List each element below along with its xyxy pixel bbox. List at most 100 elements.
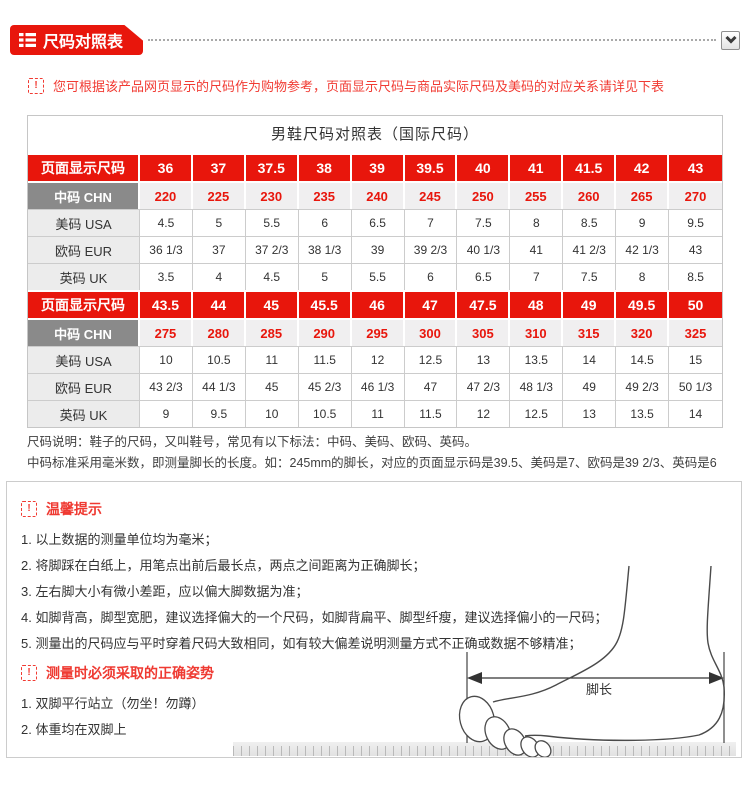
size-cell: 4.5: [245, 263, 299, 290]
size-cell: 37 2/3: [245, 236, 299, 263]
size-table-row: 中码 CHN 275 280 285 290 295 300 305 310 315 320 325: [28, 318, 722, 346]
tips-title-row: ! 温馨提示: [21, 499, 661, 519]
size-cell: 290: [298, 318, 352, 346]
size-cell: 13: [563, 400, 617, 427]
size-cell: 41: [510, 153, 564, 181]
size-cell: 36 1/3: [140, 236, 193, 263]
size-cell: 6.5: [457, 263, 511, 290]
size-cell: 43: [669, 236, 722, 263]
size-cell: 7.5: [563, 263, 617, 290]
size-cell: 15: [669, 346, 722, 373]
size-cell: 11: [245, 346, 299, 373]
size-cell: 43 2/3: [140, 373, 193, 400]
size-row-label: 英码 UK: [28, 263, 140, 290]
size-cell: 3.5: [140, 263, 193, 290]
size-cell: 220: [140, 181, 193, 209]
size-cell: 5: [192, 209, 246, 236]
size-cell: 6: [298, 209, 352, 236]
size-cell: 305: [457, 318, 511, 346]
size-cell: 40 1/3: [457, 236, 511, 263]
size-table-row: 页面显示尺码 43.5 44 45 45.5 46 47 47.5 48 49 49.5 50: [28, 290, 722, 318]
size-cell: 12: [351, 346, 405, 373]
size-cell: 42 1/3: [616, 236, 670, 263]
size-cell: 37.5: [245, 153, 299, 181]
size-cell: 43.5: [140, 290, 193, 318]
collapse-button[interactable]: [721, 30, 740, 50]
size-cell: 10: [245, 400, 299, 427]
tip-item: 3. 左右脚大小有微小差距，应以偏大脚数据为准；: [21, 584, 309, 599]
size-cell: 5: [298, 263, 352, 290]
size-cell: 41 2/3: [563, 236, 617, 263]
size-cell: 39: [351, 153, 405, 181]
size-cell: 14.5: [616, 346, 670, 373]
size-cell: 50 1/3: [669, 373, 722, 400]
size-cell: 8.5: [669, 263, 722, 290]
size-cell: 255: [510, 181, 564, 209]
size-cell: 275: [140, 318, 193, 346]
foot-length-label: 脚长: [586, 682, 612, 697]
size-cell: 11: [351, 400, 405, 427]
chevron-down-icon: [724, 36, 737, 44]
size-table-row: 英码 UK 3.5 4 4.5 5 5.5 6 6.5 7 7.5 8 8.5: [28, 263, 722, 290]
size-cell: 49: [563, 373, 617, 400]
tip-item: 1. 以上数据的测量单位均为毫米；: [21, 532, 218, 547]
size-cell: 7.5: [457, 209, 511, 236]
size-cell: 45 2/3: [298, 373, 352, 400]
size-cell: 9.5: [669, 209, 722, 236]
size-cell: 14: [563, 346, 617, 373]
size-cell: 48 1/3: [510, 373, 564, 400]
size-table-row: 中码 CHN 220 225 230 235 240 245 250 255 260 265 270: [28, 181, 722, 209]
size-cell: 285: [245, 318, 299, 346]
size-row-label: 欧码 EUR: [28, 236, 140, 263]
section-title: 尺码对照表: [43, 34, 124, 51]
size-cell: 45.5: [298, 290, 352, 318]
size-row-label: 页面显示尺码: [28, 290, 140, 318]
size-cell: 41.5: [563, 153, 617, 181]
size-cell: 37: [192, 153, 246, 181]
ruler-graphic: [233, 742, 736, 756]
size-cell: 295: [351, 318, 405, 346]
size-cell: 270: [669, 181, 722, 209]
size-table-row: 美码 USA 4.5 5 5.5 6 6.5 7 7.5 8 8.5 9 9.5: [28, 209, 722, 236]
size-cell: 37: [192, 236, 246, 263]
size-cell: 49: [563, 290, 617, 318]
size-cell: 11.5: [404, 400, 458, 427]
size-cell: 230: [245, 181, 299, 209]
posture-title-row: ! 测量时必须采取的正确姿势: [21, 663, 461, 683]
size-cell: 47: [404, 290, 458, 318]
size-cell: 240: [351, 181, 405, 209]
size-table-box: 男鞋尺码对照表（国际尺码） 页面显示尺码 36 37 37.5 38 39 39.5 40 41…: [27, 115, 723, 428]
tips-section: ! 温馨提示 1. 以上数据的测量单位均为毫米； 2. 将脚踩在白纸上，用笔点出…: [21, 499, 661, 657]
section-header: 尺码对照表: [10, 25, 740, 55]
alert-icon: !: [21, 501, 37, 517]
size-row-label: 美码 USA: [28, 209, 140, 236]
size-row-label: 美码 USA: [28, 346, 140, 373]
size-table-row: 美码 USA 10 10.5 11 11.5 12 12.5 13 13.5 14 14.5 15: [28, 346, 722, 373]
size-cell: 7: [510, 263, 564, 290]
measure-tips-box: ! 温馨提示 1. 以上数据的测量单位均为毫米； 2. 将脚踩在白纸上，用笔点出…: [6, 481, 742, 758]
size-cell: 7: [404, 209, 458, 236]
size-cell: 11.5: [298, 346, 352, 373]
size-cell: 280: [192, 318, 246, 346]
size-table-row: 欧码 EUR 36 1/3 37 37 2/3 38 1/3 39 39 2/3 40 1/3…: [28, 236, 722, 263]
size-table-row: 欧码 EUR 43 2/3 44 1/3 45 45 2/3 46 1/3 47 47 2/3…: [28, 373, 722, 400]
size-cell: 45: [245, 373, 299, 400]
size-cell: 48: [510, 290, 564, 318]
size-cell: 9.5: [192, 400, 246, 427]
size-cell: 13.5: [616, 400, 670, 427]
size-cell: 39 2/3: [404, 236, 458, 263]
size-cell: 47.5: [457, 290, 511, 318]
size-cell: 41: [510, 236, 564, 263]
size-cell: 39: [351, 236, 405, 263]
size-cell: 44: [192, 290, 246, 318]
size-table-row: 英码 UK 9 9.5 10 10.5 11 11.5 12 12.5 13 13.5 14: [28, 400, 722, 427]
posture-item: 2. 体重均在双脚上: [21, 722, 127, 737]
size-cell: 315: [563, 318, 617, 346]
size-cell: 39.5: [404, 153, 458, 181]
size-cell: 265: [616, 181, 670, 209]
size-cell: 47 2/3: [457, 373, 511, 400]
size-cell: 46 1/3: [351, 373, 405, 400]
size-cell: 13: [457, 346, 511, 373]
size-cell: 10.5: [298, 400, 352, 427]
size-cell: 325: [669, 318, 722, 346]
